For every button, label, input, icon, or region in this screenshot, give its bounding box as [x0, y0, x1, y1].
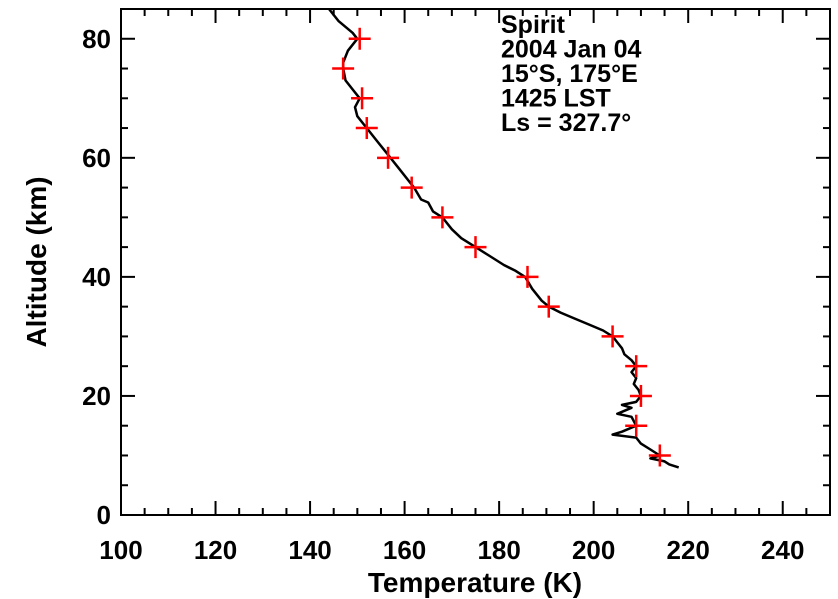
x-tick-label: 240 [761, 535, 804, 565]
x-tick-label: 140 [288, 535, 331, 565]
plus-marker [516, 265, 539, 288]
x-tick-label: 180 [477, 535, 520, 565]
annotation-line: 15°S, 175°E [501, 60, 638, 88]
plus-marker [464, 236, 487, 259]
tick-labels: 100 120 140 160 180 200 220 240 0 20 40 60 80 [82, 24, 804, 565]
plus-marker [648, 444, 671, 467]
plus-marker [601, 325, 624, 348]
axis-ticks [120, 8, 831, 516]
x-tick-label: 100 [99, 535, 142, 565]
plus-marker [332, 57, 355, 80]
plot-frame [120, 8, 831, 516]
plus-marker [348, 27, 371, 50]
annotation-line: Ls = 327.7° [501, 109, 631, 137]
plus-marker [625, 355, 648, 378]
x-tick-label: 200 [572, 535, 615, 565]
plus-marker [351, 87, 374, 110]
annotation-line: 1425 LST [501, 85, 611, 113]
series-temperature-markers [332, 27, 671, 467]
annotation-line: Spirit [501, 11, 566, 39]
x-tick-label: 220 [667, 535, 710, 565]
plus-marker [355, 117, 378, 140]
y-tick-label: 0 [97, 500, 111, 530]
y-tick-label: 60 [82, 143, 111, 173]
plus-marker [629, 384, 652, 407]
x-tick-label: 120 [194, 535, 237, 565]
y-tick-label: 80 [82, 24, 111, 54]
plus-marker [377, 146, 400, 169]
y-axis-label: Altitude (km) [21, 176, 52, 347]
plus-marker [400, 176, 423, 199]
y-tick-label: 40 [82, 262, 111, 292]
plus-marker [625, 414, 648, 437]
y-tick-label: 20 [82, 381, 111, 411]
annotation-line: 2004 Jan 04 [501, 36, 641, 64]
plus-marker [537, 295, 560, 318]
x-tick-label: 160 [383, 535, 426, 565]
x-axis-label: Temperature (K) [368, 567, 582, 598]
plus-marker [431, 206, 454, 229]
